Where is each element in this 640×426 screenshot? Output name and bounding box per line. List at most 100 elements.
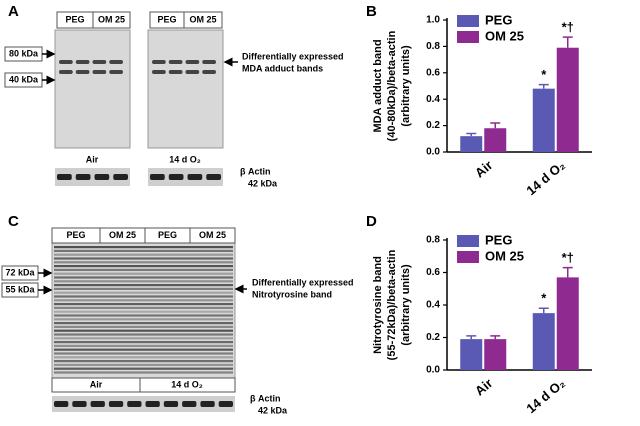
legend-label: OM 25 (485, 28, 524, 43)
blot-band (168, 60, 183, 64)
blot-band (54, 318, 233, 321)
actin-band (145, 401, 160, 407)
blot-band (59, 70, 73, 74)
blot-band (59, 60, 73, 64)
actin-band (54, 401, 69, 407)
y-tick-label: 0.2 (426, 120, 440, 131)
lane-label: PEG (66, 230, 85, 240)
blot-band (75, 70, 90, 74)
significance-label: *† (562, 20, 574, 35)
blot-image (54, 29, 131, 149)
actin-band (200, 401, 215, 407)
group-label: 14 d O₂ (169, 154, 201, 164)
panel-letter: B (366, 3, 377, 20)
blot-band (54, 360, 233, 363)
x-tick-label: 14 d O₂ (523, 375, 568, 416)
legend-label: PEG (485, 12, 512, 27)
y-tick-label: 0.6 (426, 267, 440, 278)
bar (532, 88, 555, 152)
bar (460, 136, 483, 152)
y-tick-label: 0.2 (426, 332, 440, 343)
annotation-text: Differentially expressed (242, 51, 344, 61)
actin-strip (55, 168, 130, 186)
blot-band (54, 284, 233, 287)
lane-label-box (92, 11, 131, 29)
actin-band (94, 174, 110, 180)
actin-band (75, 174, 91, 180)
actin-band (168, 174, 184, 180)
error-bar (490, 122, 501, 129)
blot-band (54, 329, 233, 332)
annotation-text: MDA adduct bands (242, 63, 323, 73)
y-tick-label: 0.8 (426, 235, 440, 246)
actin-band (127, 401, 142, 407)
bar (556, 277, 579, 370)
lane-label: OM 25 (109, 230, 136, 240)
actin-band (72, 401, 87, 407)
blot-band (109, 70, 123, 74)
actin-band (150, 174, 165, 180)
panel-letter: C (8, 213, 19, 230)
legend-label: OM 25 (485, 248, 524, 263)
bar (460, 339, 483, 370)
loading-label: β Actin (250, 393, 281, 403)
actin-band (57, 174, 72, 180)
y-axis-label: (40-80kDa)/beta-actin (386, 30, 398, 141)
error-bar (538, 83, 549, 89)
significance-label: * (541, 67, 547, 82)
actin-band (113, 174, 128, 180)
blot-band (202, 70, 216, 74)
lane-label-box (189, 227, 236, 244)
blot-band (54, 333, 233, 336)
group-label: 14 d O₂ (171, 379, 203, 389)
x-tick-label: Air (472, 157, 495, 180)
bar (532, 313, 555, 370)
blot-band (54, 314, 233, 317)
x-tick-label: Air (472, 375, 495, 398)
y-tick-label: 0.6 (426, 67, 440, 78)
blot-band (54, 322, 233, 325)
panel-letter: A (8, 3, 19, 20)
blot-band (54, 261, 233, 264)
lane-label: OM 25 (189, 14, 216, 24)
error-bar (562, 266, 573, 278)
blot-band (92, 70, 107, 74)
marker-label: 72 kDa (5, 267, 35, 277)
significance-label: * (541, 291, 547, 306)
blot-band (202, 60, 216, 64)
blot-band (54, 325, 233, 328)
blot-band (54, 306, 233, 309)
y-tick-label: 0.4 (426, 94, 440, 105)
blot-band (54, 367, 233, 370)
panel-letter: D (366, 213, 377, 230)
group-label: Air (86, 154, 99, 164)
actin-band (108, 401, 124, 407)
blot-band (54, 356, 233, 359)
x-tick-label: 14 d O₂ (523, 157, 568, 198)
marker-label: 40 kDa (9, 74, 39, 84)
blot-band (54, 249, 233, 252)
blot-image (147, 29, 224, 149)
legend-swatch (457, 235, 479, 247)
marker-label: 55 kDa (5, 284, 35, 294)
blot-band (54, 295, 233, 298)
bar (556, 47, 579, 152)
blot-band (54, 257, 233, 260)
blot-band (54, 341, 233, 344)
error-bar (466, 132, 477, 137)
blot-band (92, 60, 107, 64)
blot-band (54, 276, 233, 279)
y-tick-label: 0.4 (426, 300, 440, 311)
bar (484, 339, 507, 370)
legend-swatch (457, 31, 479, 43)
y-axis-label: (55-72kDa)/beta-actin (386, 249, 398, 360)
blot-band (54, 287, 233, 290)
actin-band (182, 401, 197, 407)
loading-label: β Actin (240, 166, 271, 176)
blot-band (54, 299, 233, 302)
error-bar (538, 307, 549, 314)
error-bar (490, 335, 501, 340)
actin-band (218, 401, 233, 407)
y-axis-label: (arbitrary units) (400, 45, 412, 127)
lane-label: PEG (158, 230, 177, 240)
